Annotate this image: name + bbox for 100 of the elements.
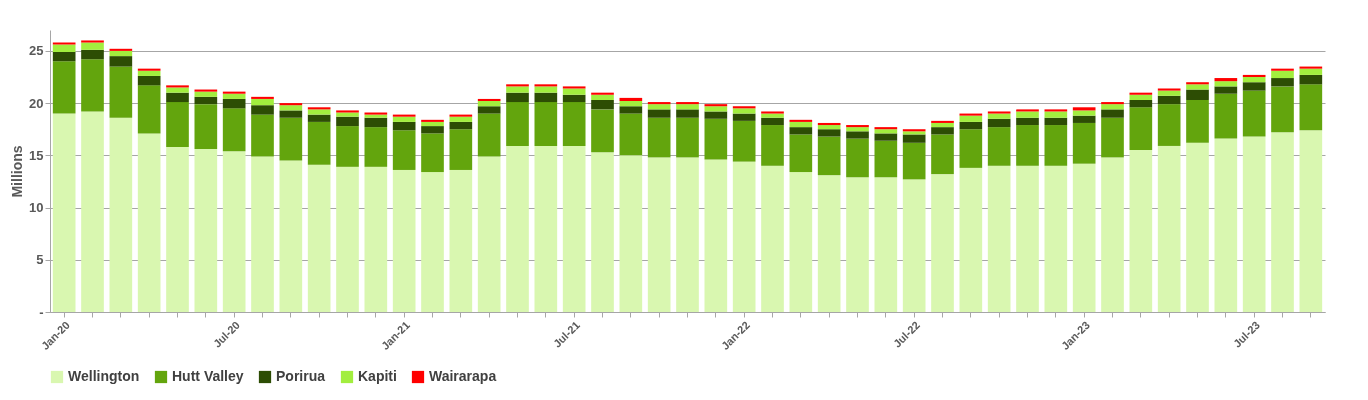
bar [279, 160, 303, 312]
bar [987, 111, 1011, 114]
y-tick-label: 15 [29, 147, 44, 163]
bar [81, 40, 104, 43]
bar [704, 106, 728, 112]
bar [81, 42, 104, 50]
bar [534, 84, 558, 87]
legend-label: Wairarapa [429, 368, 497, 384]
bar [392, 114, 416, 117]
legend-label: Porirua [276, 368, 326, 384]
bar [619, 155, 643, 312]
bar [534, 92, 558, 103]
bar [959, 129, 983, 168]
bar [817, 175, 841, 312]
bar [931, 134, 954, 175]
bar [789, 127, 813, 135]
bar [137, 85, 161, 134]
bar [81, 49, 104, 60]
bar [562, 86, 586, 89]
bar [222, 91, 246, 94]
bar [307, 109, 331, 115]
bar [1072, 110, 1096, 116]
bar [1242, 74, 1266, 77]
bar [1044, 117, 1068, 126]
y-tick-label: - [39, 304, 44, 320]
bar [874, 127, 898, 130]
bar [676, 117, 699, 158]
bar [647, 109, 671, 118]
bar [222, 93, 246, 99]
bar [761, 113, 784, 118]
bar [1299, 130, 1323, 312]
bar [1299, 84, 1323, 131]
bar [421, 121, 444, 127]
bar [1271, 78, 1294, 87]
bar [137, 133, 161, 312]
y-tick-label: 10 [29, 200, 44, 216]
bar [449, 114, 473, 117]
bar [874, 133, 898, 141]
legend-label: Kapiti [358, 368, 397, 384]
bar [591, 109, 614, 153]
bar [279, 117, 303, 161]
bar [562, 102, 586, 146]
legend-label: Wellington [68, 368, 140, 384]
bar [1044, 165, 1068, 312]
bar [817, 125, 841, 130]
bar [959, 121, 983, 130]
bar [1186, 89, 1209, 100]
bar [987, 127, 1011, 166]
bar [931, 174, 954, 312]
bar [222, 108, 246, 152]
bar [392, 169, 416, 312]
bar [137, 70, 161, 76]
bar [1044, 125, 1068, 166]
bar [987, 165, 1011, 312]
bar [959, 167, 983, 312]
bar [109, 66, 133, 118]
bar [732, 161, 756, 312]
bar [1299, 68, 1323, 75]
bar [166, 102, 189, 147]
bar [1157, 95, 1181, 105]
bar [704, 104, 728, 107]
bar [789, 121, 813, 128]
bar [1129, 94, 1153, 100]
bar [704, 118, 728, 160]
bar [449, 169, 473, 312]
bar [1271, 68, 1294, 71]
bar [817, 129, 841, 137]
bar [336, 166, 359, 312]
bar [506, 86, 529, 93]
bar [817, 136, 841, 176]
bar [222, 151, 246, 312]
bar [1072, 122, 1096, 164]
bar [704, 111, 728, 119]
bar [1129, 99, 1153, 108]
bar [392, 130, 416, 170]
bar [591, 99, 614, 110]
bar [1101, 102, 1124, 105]
bar [931, 122, 954, 128]
bar [194, 91, 218, 97]
bar [1214, 86, 1238, 94]
bar [1157, 145, 1181, 312]
bar [1016, 125, 1039, 166]
bar [137, 68, 161, 71]
bar [619, 97, 643, 102]
bar [1299, 66, 1323, 69]
bar [1101, 157, 1124, 312]
bar [336, 126, 359, 167]
bar [1242, 136, 1266, 312]
bar [1271, 70, 1294, 79]
bar [789, 172, 813, 312]
bar [166, 146, 189, 312]
bar [1016, 165, 1039, 312]
bar [846, 138, 869, 178]
bar [307, 121, 331, 165]
bar [761, 111, 784, 114]
bar [789, 119, 813, 122]
bar [506, 145, 529, 312]
bar [194, 96, 218, 105]
bar [562, 94, 586, 103]
bar [846, 131, 869, 139]
